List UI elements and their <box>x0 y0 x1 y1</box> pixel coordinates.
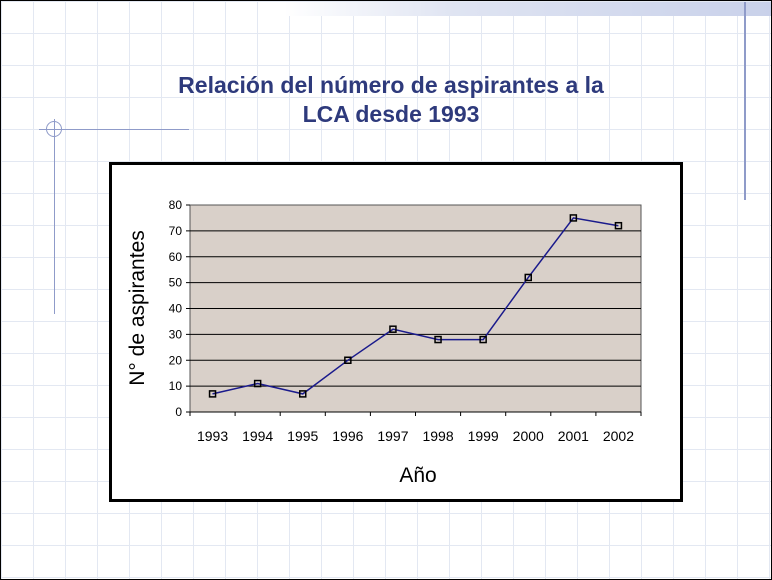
y-tick-label: 10 <box>169 379 183 393</box>
x-tick-label: 1996 <box>332 428 363 444</box>
slide-title-line-2: LCA desde 1993 <box>302 101 480 127</box>
data-point <box>434 335 442 344</box>
decorative-vertical-line-left <box>54 119 55 314</box>
decorative-circle <box>46 121 62 137</box>
data-point <box>479 335 487 344</box>
x-tick-label: 1995 <box>287 428 318 444</box>
top-decorative-band <box>284 2 771 16</box>
data-point <box>569 214 578 222</box>
y-tick-label: 60 <box>169 250 183 264</box>
x-axis-title: Año <box>399 464 436 487</box>
x-tick-label: 2001 <box>558 428 589 444</box>
data-markers <box>208 214 623 398</box>
slide-title: Relación del número de aspirantes a la L… <box>101 71 681 129</box>
x-axis: 1993 1994 1995 1996 1997 1998 1999 2000 2001 2002 <box>189 411 642 444</box>
data-point <box>208 390 217 398</box>
y-tick-label: 70 <box>169 224 183 238</box>
data-point <box>524 273 532 282</box>
data-point <box>299 390 307 398</box>
data-point <box>344 356 352 364</box>
x-tick-label: 2002 <box>603 428 634 444</box>
y-tick-label: 0 <box>175 405 182 419</box>
y-tick-label: 80 <box>169 198 183 212</box>
decorative-vertical-line-right <box>744 2 746 200</box>
x-tick-label: 1998 <box>422 428 453 444</box>
x-tick-label: 1993 <box>197 428 228 444</box>
y-tick-label: 50 <box>169 276 183 290</box>
y-axis: 0 10 20 30 40 50 60 70 80 <box>169 198 190 419</box>
data-point <box>614 221 623 230</box>
chart-container: 0 10 20 30 40 50 60 70 80 1993 1994 1995 1996 1997 19… <box>109 162 683 502</box>
y-tick-label: 40 <box>169 302 183 316</box>
data-point <box>389 325 397 333</box>
y-tick-label: 20 <box>169 353 183 367</box>
gridlines <box>190 230 641 387</box>
data-point <box>253 379 262 388</box>
decorative-horizontal-line-left <box>39 129 189 130</box>
y-tick-label: 30 <box>169 327 183 341</box>
x-tick-label: 1994 <box>242 428 273 444</box>
x-tick-label: 1999 <box>468 428 499 444</box>
slide-title-line-1: Relación del número de aspirantes a la <box>178 72 604 98</box>
series-line <box>212 217 619 395</box>
x-tick-label: 2000 <box>513 428 544 444</box>
y-axis-title: N° de aspirantes <box>126 230 149 385</box>
x-tick-label: 1997 <box>377 428 408 444</box>
